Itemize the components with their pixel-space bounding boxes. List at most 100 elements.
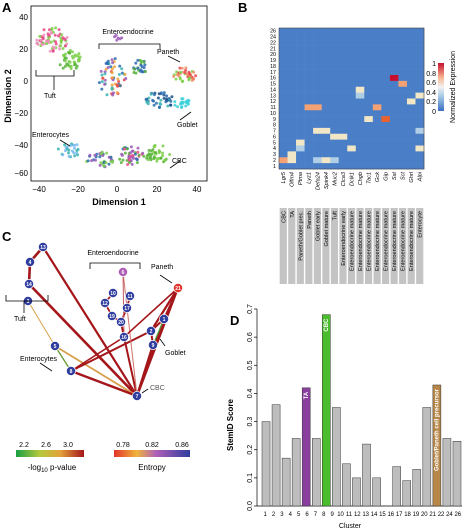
scatter-point xyxy=(129,159,133,163)
graph-node-label: 6 xyxy=(122,270,125,276)
heatmap-cell xyxy=(313,104,322,111)
heatmap-cell xyxy=(415,39,425,46)
heatmap-cell xyxy=(330,151,340,158)
y-tick-label: 0.0 xyxy=(247,501,254,511)
scatter-point xyxy=(187,78,191,82)
scatter-point xyxy=(143,70,147,74)
heatmap-cell xyxy=(415,116,425,123)
scatter-point xyxy=(152,99,155,103)
heatmap-cell xyxy=(398,98,408,105)
scatter-point xyxy=(54,42,58,46)
celltype-label: Enteroendocrine early xyxy=(341,211,347,266)
heatmap-cell xyxy=(415,157,425,164)
heatmap-cell xyxy=(415,122,425,129)
heatmap-cell xyxy=(372,51,382,58)
heatmap-cell xyxy=(372,28,382,35)
heatmap-row-label: 22 xyxy=(270,40,276,46)
scatter-point xyxy=(88,153,92,157)
heatmap-cell xyxy=(398,127,408,135)
scatter-point xyxy=(120,67,124,71)
graph-node xyxy=(50,341,60,351)
heatmap-cell xyxy=(313,145,322,152)
heatmap-cell xyxy=(330,86,340,93)
scatter-point xyxy=(40,43,44,47)
heatmap-cell xyxy=(347,51,357,58)
heatmap-cell xyxy=(296,98,305,105)
scatter-point xyxy=(152,144,156,148)
x-tick-label: 6 xyxy=(305,512,309,518)
scatter-point xyxy=(176,105,180,109)
heatmap-row-label: 13 xyxy=(270,93,276,99)
heatmap-cell xyxy=(364,122,374,129)
heatmap-cell xyxy=(347,63,357,70)
heatmap-cell xyxy=(372,45,382,52)
scatter-point xyxy=(99,69,103,73)
heatmap-cell xyxy=(372,33,382,41)
panel-a-label: A xyxy=(2,0,12,15)
graph-node-label: 17 xyxy=(124,306,130,312)
panel-a-xtick: 0 xyxy=(115,185,120,194)
scatter-point xyxy=(68,51,72,55)
heatmap-cell xyxy=(355,51,365,58)
heatmap-cell xyxy=(321,57,331,64)
panel-b-label: B xyxy=(238,0,247,15)
scatter-point xyxy=(75,149,79,152)
heatmap-cell xyxy=(347,92,357,99)
scatter-point xyxy=(117,80,121,83)
scatter-point xyxy=(111,61,115,65)
scatter-point xyxy=(54,26,58,30)
heatmap-cell xyxy=(330,122,340,129)
scatter-point xyxy=(67,151,70,155)
graph-node xyxy=(100,298,110,308)
scatter-point xyxy=(162,91,166,95)
annotation-tuft: Tuft xyxy=(14,316,26,323)
celltype-label: Enteroendocrine mature xyxy=(375,211,381,271)
panel-b-celltype-labels: CBC TA Paneth/Goblet prec. Paneth Goblet ear… xyxy=(279,208,424,284)
heatmap-cell xyxy=(296,39,305,46)
heatmap-cell xyxy=(415,127,425,135)
heatmap-cell xyxy=(389,110,399,117)
scatter-point xyxy=(56,147,60,151)
heatmap-cell xyxy=(389,127,399,135)
scatter-point xyxy=(76,153,80,157)
heatmap-row-label: 6 xyxy=(273,134,276,140)
heatmap-cell xyxy=(372,57,382,64)
bar xyxy=(372,477,381,507)
heatmap-cell xyxy=(355,133,365,140)
y-tick-label: 0.1 xyxy=(247,473,254,483)
scatter-point xyxy=(130,162,134,166)
bar xyxy=(432,384,442,507)
scatter-point xyxy=(164,100,168,104)
entropy-tick: 0.86 xyxy=(175,442,189,449)
scatter-point xyxy=(175,70,179,74)
scatter-point xyxy=(69,67,73,71)
bar xyxy=(271,404,281,507)
heatmap-cell xyxy=(321,163,331,170)
heatmap-cell xyxy=(330,45,340,52)
celltype-bar xyxy=(382,208,390,284)
edge xyxy=(123,287,179,338)
heatmap-cell xyxy=(321,116,331,123)
celltype-label: Enteroendocrine mature xyxy=(401,211,407,271)
heatmap-cell xyxy=(389,63,399,70)
heatmap-cell xyxy=(398,139,408,146)
heatmap-cell xyxy=(389,104,399,111)
graph-node xyxy=(159,314,169,324)
scatter-point xyxy=(63,56,67,60)
heatmap-cell xyxy=(347,28,357,35)
tuft-bracket xyxy=(5,295,49,302)
graph-node-label: 19 xyxy=(109,314,115,320)
heatmap-cell xyxy=(313,110,322,117)
heatmap-cell xyxy=(330,98,340,105)
heatmap-cell xyxy=(406,92,416,99)
heatmap-cell xyxy=(313,157,322,164)
heatmap-cell xyxy=(287,33,297,41)
heatmap-cell xyxy=(364,145,374,152)
heatmap-cell xyxy=(313,28,322,35)
entropy-tick: 0.78 xyxy=(116,442,130,449)
heatmap-cell xyxy=(287,63,297,70)
heatmap-cell xyxy=(313,45,322,52)
heatmap-cell xyxy=(296,45,305,52)
heatmap-cell xyxy=(321,80,331,88)
